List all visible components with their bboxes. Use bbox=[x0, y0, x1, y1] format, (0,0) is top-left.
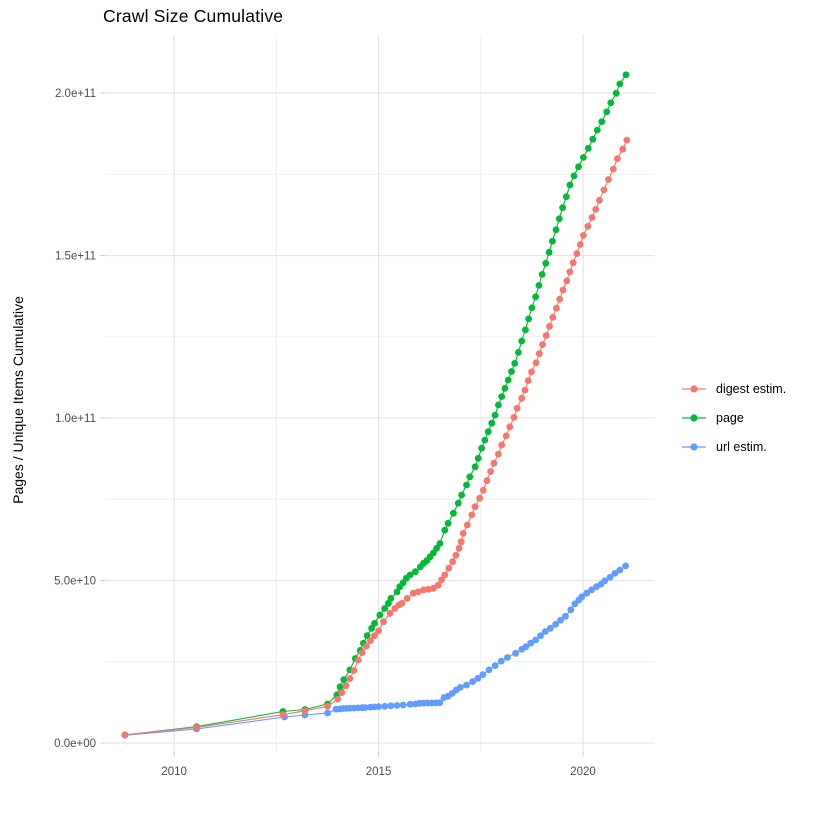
y-tick-label: 1.0e+11 bbox=[55, 413, 96, 425]
axis-ticks-and-labels: 0.0e+00 5.0e+10 1.0e+11 1.5e+11 2.0e+11 2010 2… bbox=[54, 88, 596, 778]
legend-item-page: page bbox=[681, 407, 786, 429]
legend: digest estim. page url estim. bbox=[681, 378, 786, 458]
y-tick-label: 2.0e+11 bbox=[55, 88, 96, 100]
legend-label-url-estim: url estim. bbox=[716, 440, 767, 454]
legend-key-digest-estim-icon bbox=[682, 385, 706, 393]
legend-label-digest-estim: digest estim. bbox=[716, 382, 787, 396]
x-tick-label: 2015 bbox=[366, 766, 392, 778]
legend-key-page-icon bbox=[682, 414, 706, 422]
y-tick-label: 1.5e+11 bbox=[55, 251, 96, 263]
x-tick-label: 2020 bbox=[570, 766, 596, 778]
legend-key-url-estim-icon bbox=[682, 443, 706, 451]
series-page bbox=[121, 71, 630, 739]
series-digest-estim-line bbox=[124, 139, 628, 736]
x-tick-label: 2010 bbox=[161, 766, 187, 778]
y-tick-label: 5.0e+10 bbox=[54, 576, 96, 588]
gridlines-minor bbox=[105, 35, 655, 752]
series-digest-estim bbox=[121, 136, 631, 739]
chart-title: Crawl Size Cumulative bbox=[103, 6, 284, 26]
legend-item-digest-estim: digest estim. bbox=[681, 378, 786, 400]
legend-label-page: page bbox=[716, 411, 744, 425]
series-url-estim bbox=[121, 562, 629, 739]
y-tick-label: 0.0e+00 bbox=[54, 738, 96, 750]
gridlines-major bbox=[105, 35, 655, 752]
legend-item-url-estim: url estim. bbox=[681, 436, 786, 458]
